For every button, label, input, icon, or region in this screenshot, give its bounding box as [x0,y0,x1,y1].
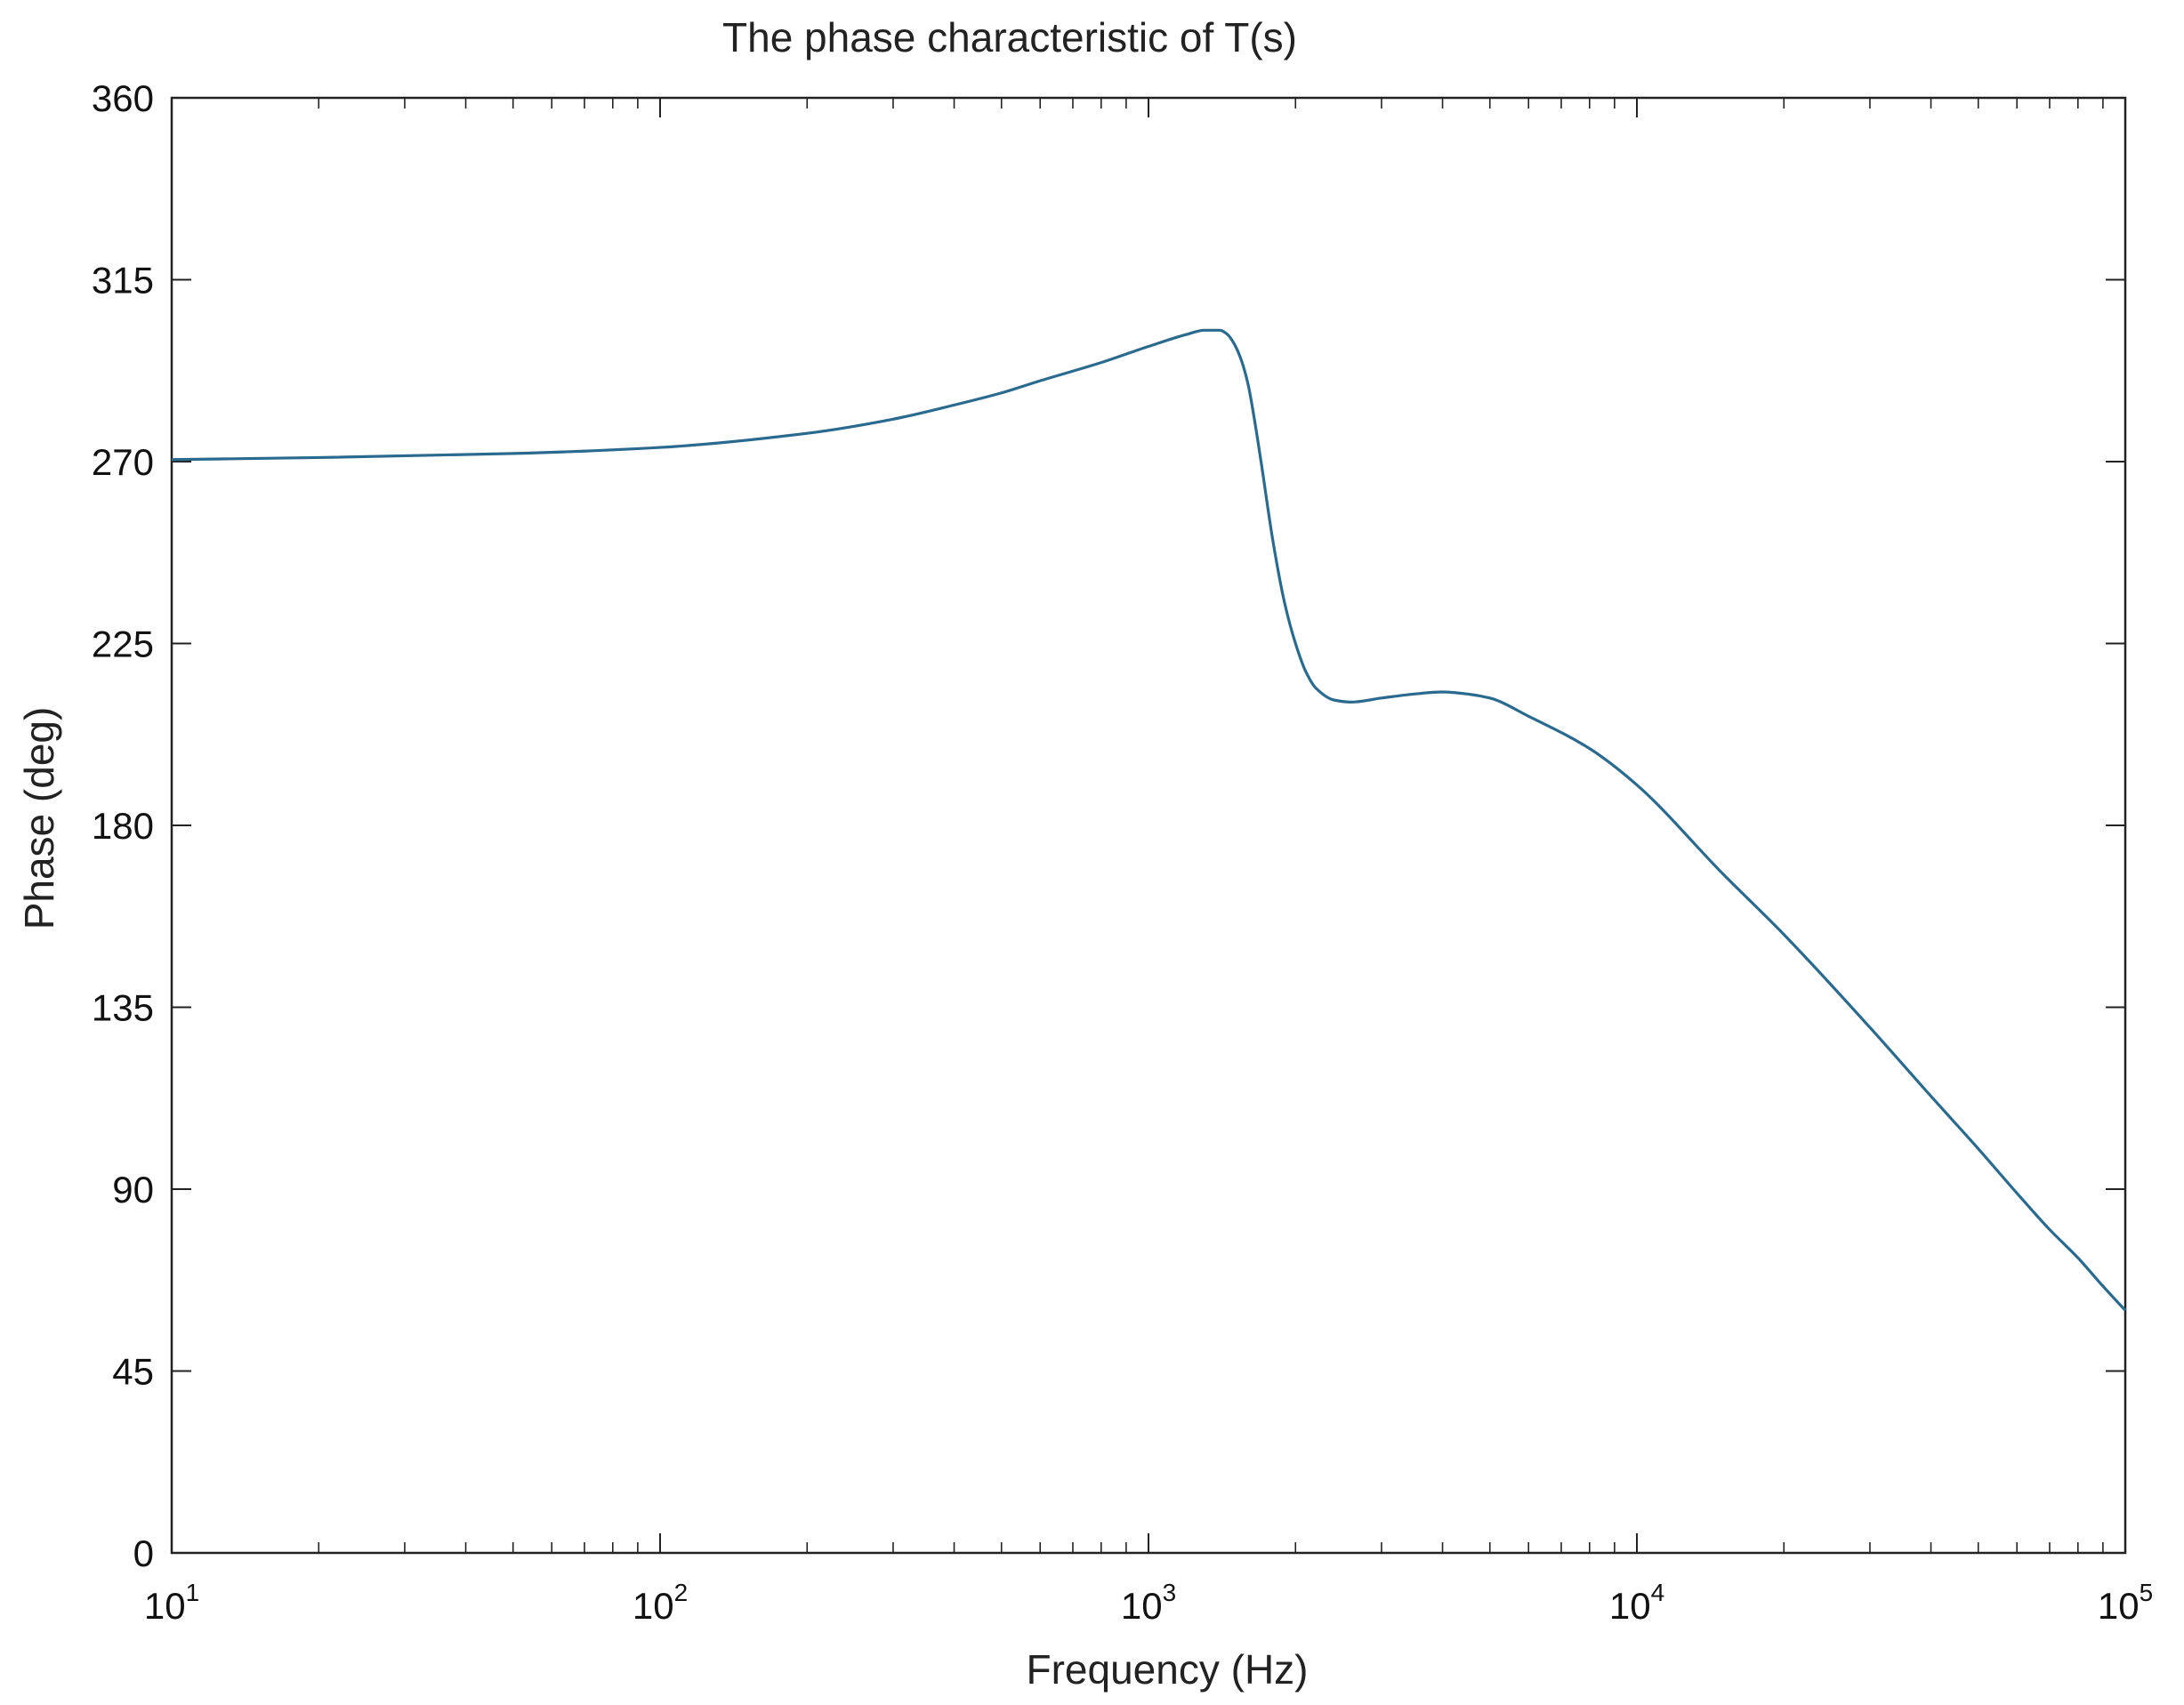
x-tick-label: 105 [2098,1579,2153,1627]
y-tick-label: 315 [92,260,154,302]
x-axis-label: Frequency (Hz) [1027,1646,1309,1693]
y-tick-label: 225 [92,623,154,665]
y-tick-label: 45 [112,1351,154,1393]
x-tick-label: 101 [144,1579,199,1627]
y-axis-label: Phase (deg) [16,707,62,930]
series-line [171,328,2127,1312]
y-tick-label: 180 [92,805,154,847]
x-tick-label: 103 [1121,1579,1176,1627]
y-tick-label: 0 [133,1532,154,1574]
y-tick-label: 90 [112,1169,154,1210]
y-tick-label: 360 [92,77,154,119]
chart-title: The phase characteristic of T(s) [722,14,1297,60]
plot-area: 0 45 90 135 180 225 270 315 360 101 102 103 104 105 [92,77,2153,1627]
y-tick-label: 135 [92,987,154,1029]
x-tick-label: 102 [633,1579,688,1627]
x-tick-label: 104 [1609,1579,1664,1627]
y-tick-label: 270 [92,441,154,483]
